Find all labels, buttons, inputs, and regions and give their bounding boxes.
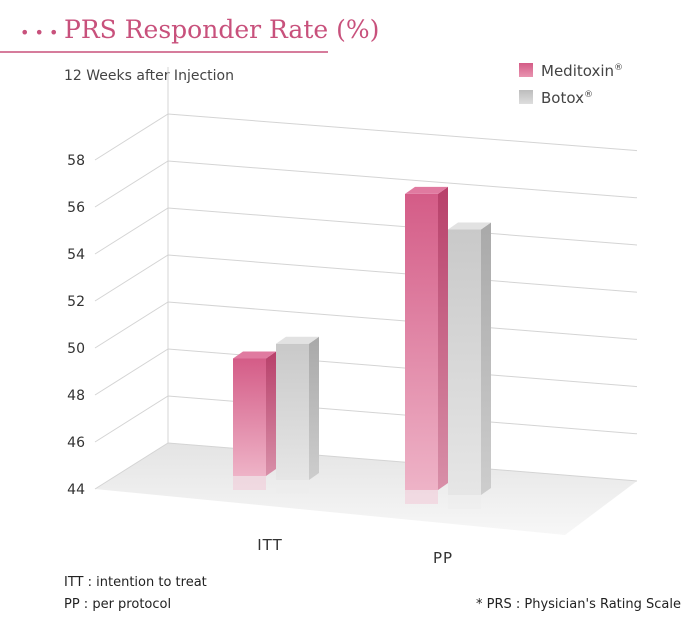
footnote-pp: PP : per protocol [64,597,171,612]
footnote-itt: ITT : intention to treat [64,575,207,590]
bars [233,186,491,509]
bar-side [481,222,491,495]
gridlines [94,67,638,490]
chart-title: PRS Responder Rate (%) [64,15,379,44]
gridline [94,301,638,349]
legend-label-meditoxin: Meditoxin® [541,62,623,80]
y-tick-label: 44 [67,482,85,498]
footnote-prs: * PRS : Physician's Rating Scale [476,597,681,612]
bar-reflection [405,490,438,504]
legend-swatch-meditoxin [519,63,533,77]
gridline [94,113,638,161]
bar-pp-meditoxin [405,186,448,504]
bar-top [233,351,276,359]
bar-reflection [276,480,309,494]
x-tick-label-itt: ITT [257,536,283,554]
bar-front [233,358,266,476]
y-tick-label: 46 [67,435,85,451]
bar-front [276,343,309,480]
gridline [94,395,638,443]
bar-front [448,229,481,495]
y-tick-label: 56 [67,200,85,216]
bar-front [405,193,438,490]
y-tick-label: 48 [67,388,85,404]
y-axis-ticks: 44 46 48 50 52 54 56 58 [67,153,85,498]
bar-pp-botox [448,222,491,509]
bar-top [405,186,448,194]
y-tick-label: 50 [67,341,85,357]
legend: Meditoxin® Botox® [519,62,623,107]
gridline [94,160,638,208]
chart-floor [95,443,637,535]
bar-reflection [448,495,481,509]
chart-subtitle: 12 Weeks after Injection [64,68,234,84]
legend-swatch-botox [519,90,533,104]
title-dots: • • • [20,23,58,42]
bar-top [276,336,319,344]
bar-reflection [233,476,266,490]
bar-itt-botox [276,336,319,494]
bar-itt-meditoxin [233,351,276,490]
bar-side [266,351,276,476]
x-axis-categories: ITT PP [257,536,453,567]
bar-side [438,186,448,490]
gridline [94,207,638,255]
gridline [94,254,638,302]
x-tick-label-pp: PP [433,549,453,567]
bar-top [448,222,491,230]
gridline [94,348,638,396]
y-tick-label: 54 [67,247,85,263]
y-tick-label: 58 [67,153,85,169]
legend-label-botox: Botox® [541,89,593,107]
bar-side [309,336,319,480]
y-tick-label: 52 [67,294,85,310]
